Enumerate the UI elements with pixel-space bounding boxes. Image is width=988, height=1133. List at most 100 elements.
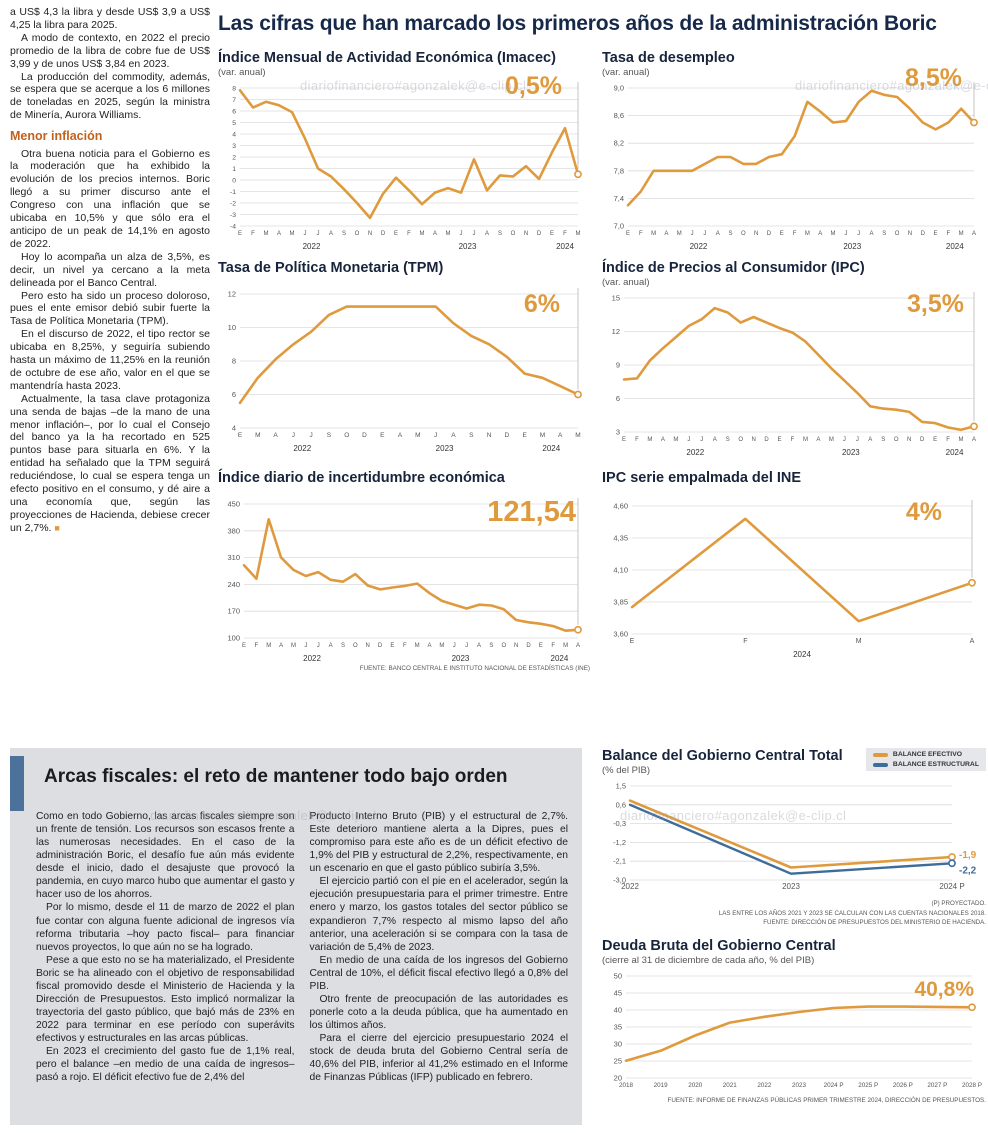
accent-bar (10, 756, 24, 811)
svg-text:-1,9: -1,9 (959, 850, 977, 861)
section-columns: Como en todo Gobierno, las arcas fiscale… (36, 810, 568, 1117)
svg-text:6: 6 (616, 394, 620, 403)
svg-text:M: M (647, 437, 652, 443)
svg-text:2: 2 (232, 155, 236, 162)
svg-text:N: N (751, 437, 755, 443)
svg-text:A: A (329, 643, 333, 649)
svg-text:N: N (368, 231, 372, 237)
svg-text:A: A (972, 437, 976, 443)
highlight-value: 121,54 (487, 496, 576, 528)
svg-text:2025 P: 2025 P (858, 1082, 878, 1089)
end-mark: ■ (54, 522, 60, 533)
paragraph: En el discurso de 2022, el tipo rector s… (10, 328, 210, 392)
svg-text:M: M (415, 432, 420, 439)
svg-text:2028 P: 2028 P (962, 1082, 982, 1089)
svg-text:A: A (661, 437, 665, 443)
svg-text:F: F (791, 437, 795, 443)
svg-text:F: F (793, 231, 797, 237)
svg-text:2026 P: 2026 P (893, 1082, 913, 1089)
svg-text:J: J (317, 231, 320, 237)
svg-text:E: E (778, 437, 782, 443)
svg-text:J: J (843, 437, 846, 443)
svg-text:D: D (504, 432, 509, 439)
svg-text:A: A (713, 437, 717, 443)
svg-text:M: M (959, 437, 964, 443)
paragraph: Para el cierre del ejercicio presupuesta… (309, 1033, 569, 1084)
svg-text:-0,3: -0,3 (613, 819, 626, 828)
chart-subtitle: (% del PIB) (602, 765, 651, 776)
svg-text:O: O (741, 231, 746, 237)
footnote: (P) PROYECTADO. (931, 900, 986, 907)
svg-text:4,60: 4,60 (613, 502, 628, 511)
svg-text:A: A (477, 643, 481, 649)
svg-text:-2: -2 (230, 201, 236, 208)
svg-text:D: D (767, 231, 772, 237)
article-column: a US$ 4,3 la libra y desde US$ 3,9 a US$… (10, 6, 210, 535)
svg-text:J: J (844, 231, 847, 237)
paragraph-text: Actualmente, la tasa clave protagoniza u… (10, 392, 210, 534)
svg-text:6: 6 (232, 109, 236, 116)
svg-text:D: D (921, 231, 926, 237)
svg-text:2023: 2023 (842, 448, 860, 457)
svg-text:4: 4 (232, 132, 236, 139)
chart-title: Índice diario de incertidumbre económica (218, 470, 505, 486)
chart-source: FUENTE: BANCO CENTRAL E INSTITUTO NACION… (359, 665, 590, 672)
paragraph: Como en todo Gobierno, las arcas fiscale… (36, 811, 295, 901)
svg-text:-1,2: -1,2 (613, 838, 626, 847)
svg-text:2022: 2022 (621, 882, 639, 891)
svg-text:F: F (255, 643, 259, 649)
svg-text:20: 20 (614, 1074, 622, 1083)
svg-text:N: N (908, 231, 912, 237)
svg-text:A: A (398, 432, 403, 439)
svg-text:N: N (907, 437, 911, 443)
svg-text:M: M (959, 231, 964, 237)
svg-text:D: D (764, 437, 769, 443)
svg-text:M: M (803, 437, 808, 443)
legend-item: BALANCE EFECTIVO (872, 751, 979, 758)
paragraph: Pese a que esto no se ha materializado, … (36, 954, 295, 1045)
paragraph: Producto Interno Bruto (PIB) y el estruc… (309, 811, 569, 875)
svg-text:2023: 2023 (782, 882, 800, 891)
svg-text:A: A (277, 231, 281, 237)
svg-text:O: O (895, 231, 900, 237)
chart-gross-debt: Deuda Bruta del Gobierno Central (cierre… (602, 938, 986, 1104)
legend-label: BALANCE EFECTIVO (892, 751, 963, 758)
svg-text:2023: 2023 (843, 242, 861, 251)
svg-text:N: N (514, 643, 518, 649)
svg-text:2023: 2023 (792, 1082, 807, 1089)
svg-text:30: 30 (614, 1040, 622, 1049)
svg-text:E: E (238, 432, 243, 439)
svg-text:F: F (551, 643, 555, 649)
svg-text:4,10: 4,10 (613, 566, 628, 575)
svg-text:E: E (380, 432, 385, 439)
svg-text:8,2: 8,2 (614, 139, 624, 148)
svg-text:2022: 2022 (686, 448, 704, 457)
legend-label: BALANCE ESTRUCTURAL (892, 761, 979, 768)
svg-text:380: 380 (227, 526, 240, 535)
svg-text:N: N (487, 432, 492, 439)
chart-subtitle: (var. anual) (602, 277, 650, 288)
svg-text:4: 4 (232, 424, 236, 433)
svg-text:O: O (353, 643, 358, 649)
svg-text:S: S (327, 432, 332, 439)
svg-text:8: 8 (232, 357, 236, 366)
svg-text:N: N (754, 231, 758, 237)
svg-text:J: J (310, 432, 313, 439)
svg-text:2019: 2019 (654, 1082, 669, 1089)
svg-text:A: A (485, 231, 489, 237)
paragraph: a US$ 4,3 la libra y desde US$ 3,9 a US$… (10, 6, 210, 31)
svg-text:M: M (805, 231, 810, 237)
paragraph: La producción del commodity, además, se … (10, 70, 210, 122)
chart-tpm: Tasa de Política Monetaria (TPM) 6% 12 10… (218, 260, 590, 454)
svg-text:S: S (729, 231, 733, 237)
svg-text:1,5: 1,5 (616, 782, 626, 791)
svg-text:M: M (420, 231, 425, 237)
line-chart: 9,08,68,27,87,47,0E F M A M J J A S O N D E F M A M J J A S O… (614, 82, 978, 251)
svg-text:E: E (934, 231, 938, 237)
svg-text:A: A (329, 231, 333, 237)
svg-text:45: 45 (614, 989, 622, 998)
svg-text:0: 0 (232, 178, 236, 185)
